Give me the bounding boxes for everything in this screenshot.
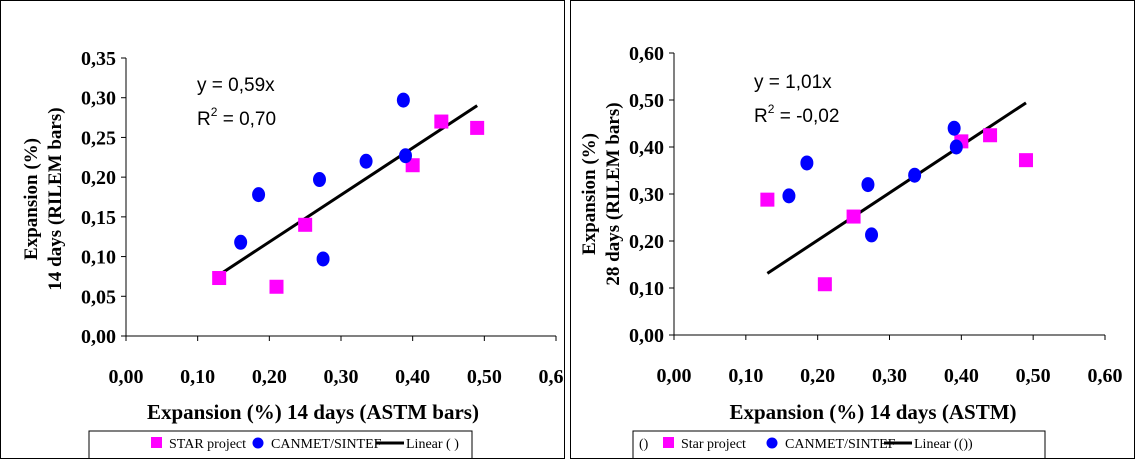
y-axis-label-line1: Expansion (%) (579, 133, 600, 255)
y-tick-label: 0,05 (81, 286, 116, 308)
r-squared-prefix: R (754, 106, 768, 127)
x-tick-label: 0,40 (944, 365, 979, 387)
data-point-square (212, 271, 227, 286)
x-tick-label: 0,10 (728, 365, 763, 387)
chart-panel-left: 0,00 0,05 0,10 0,15 0,20 0,25 0,30 0,35 0,00 0,10… (0, 0, 565, 459)
y-tick-label: 0,15 (81, 207, 116, 229)
y-axis-label-line2: 28 days (RILEM bars) (603, 102, 624, 285)
y-tick-label: 0,30 (81, 88, 116, 110)
y-tick-label: 0,40 (629, 137, 664, 159)
data-point-square (817, 277, 832, 292)
y-tick-label: 0,30 (629, 184, 664, 206)
x-tick-label: 0,60 (539, 366, 565, 388)
data-point-circle (396, 92, 410, 108)
legend-box (632, 430, 1046, 458)
y-axis-label-line1: Expansion (%) (21, 138, 42, 260)
y-tick-label: 0,60 (629, 43, 664, 65)
y-tick-label: 0,20 (629, 231, 664, 253)
legend-label: () (639, 437, 649, 452)
chart-right: 0,00 0,10 0,20 0,30 0,40 0,50 0,60 0,00 0,10 0,20… (579, 43, 1123, 458)
r-squared-value: = 0,70 (217, 109, 276, 130)
data-point-circle (865, 227, 879, 243)
y-tick-label: 0,00 (81, 326, 116, 348)
data-point-circle (947, 120, 961, 136)
data-point-square (846, 209, 861, 224)
y-tick-label: 0,20 (81, 167, 116, 189)
data-point-circle (234, 234, 248, 250)
x-tick-label: 0,60 (1088, 365, 1123, 387)
data-point-circle (316, 251, 330, 267)
data-point-circle (800, 155, 814, 171)
data-point-circle (359, 153, 373, 169)
x-tick-label: 0,00 (657, 365, 692, 387)
y-tick-label: 0,10 (629, 278, 664, 300)
chart-panel-right: 0,00 0,10 0,20 0,30 0,40 0,50 0,60 0,00 0,10 0,20… (570, 0, 1135, 459)
data-point-square (269, 279, 284, 294)
data-point-circle (313, 172, 326, 188)
data-point-circle (399, 148, 412, 164)
data-point-square (470, 120, 485, 135)
r-squared-sup: 2 (768, 102, 775, 116)
x-tick-label: 0,30 (872, 365, 907, 387)
x-tick-label: 0,20 (252, 366, 287, 388)
y-tick-label: 0,25 (81, 127, 116, 149)
legend-marker-circle (252, 437, 264, 449)
legend-label: Linear ( ) (406, 437, 459, 452)
data-point-square (298, 217, 313, 232)
legend-marker-square (151, 437, 162, 448)
legend-label: Star project (681, 437, 746, 452)
trendline-equation: y = 1,01x (754, 72, 832, 93)
x-tick-label: 0,40 (395, 366, 430, 388)
legend-label: STAR project (169, 437, 246, 452)
legend-marker-circle (766, 437, 778, 449)
legend-label: CANMET/SINTEF (785, 437, 896, 452)
trendline (218, 104, 478, 277)
x-tick-label: 0,20 (800, 365, 835, 387)
x-tick-label: 0,30 (324, 366, 359, 388)
r-squared-label: R2 = 0,70 (197, 105, 276, 130)
data-point-circle (949, 139, 963, 155)
x-tick-label: 0,00 (109, 366, 144, 388)
x-tick-label: 0,50 (467, 366, 502, 388)
data-point-square (760, 192, 775, 207)
chart-left: 0,00 0,05 0,10 0,15 0,20 0,25 0,30 0,35 0,00 0,10… (21, 48, 565, 458)
y-tick-label: 0,50 (629, 90, 664, 112)
data-point-square (983, 128, 998, 143)
data-point-square (1018, 153, 1033, 168)
x-tick-label: 0,50 (1016, 365, 1051, 387)
r-squared-value: = -0,02 (774, 106, 839, 127)
legend-marker-square (663, 437, 674, 448)
y-axis-label-line2: 14 days (RILEM bars) (45, 107, 66, 290)
data-point-circle (908, 167, 922, 183)
data-point-circle (861, 177, 875, 193)
x-tick-label: 0,10 (180, 366, 215, 388)
data-point-square (434, 114, 449, 129)
x-axis-label: Expansion (%) 14 days (ASTM bars) (147, 400, 479, 424)
y-tick-label: 0,35 (81, 48, 116, 70)
legend-label: Linear (()) (914, 437, 973, 452)
r-squared-sup: 2 (211, 105, 218, 119)
r-squared-label: R2 = -0,02 (754, 102, 839, 127)
data-point-circle (252, 187, 266, 203)
trendline-equation: y = 0,59x (197, 75, 275, 96)
y-tick-label: 0,10 (81, 247, 116, 269)
x-axis-label: Expansion (%) 14 days (ASTM) (729, 400, 1016, 424)
r-squared-prefix: R (197, 109, 211, 130)
data-point-circle (782, 188, 796, 204)
legend-label: CANMET/SINTEF (271, 437, 382, 452)
y-tick-label: 0,00 (629, 325, 664, 347)
trendline (766, 101, 1027, 275)
